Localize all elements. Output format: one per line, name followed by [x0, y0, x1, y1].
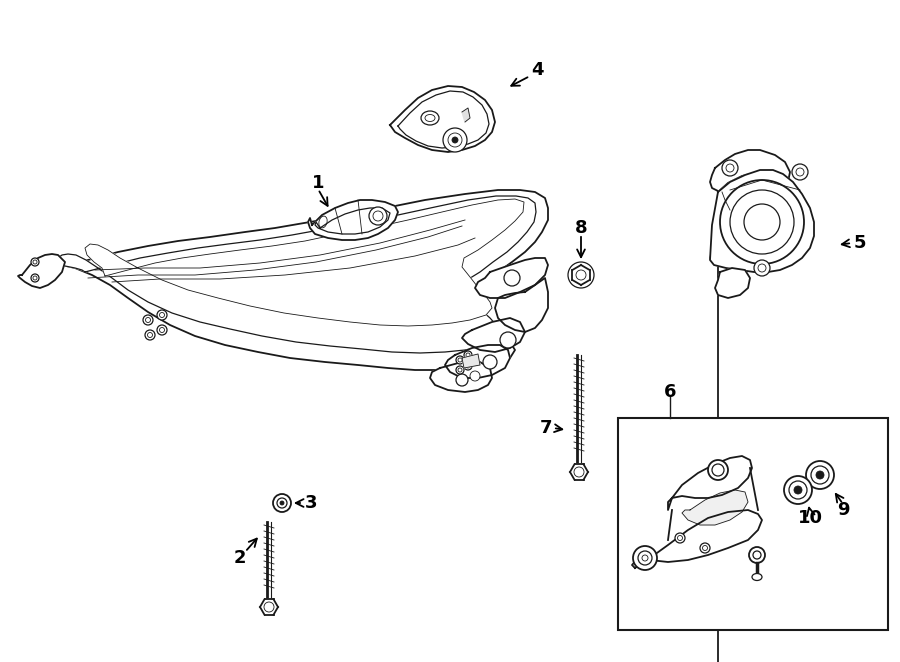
Circle shape — [483, 355, 497, 369]
Circle shape — [157, 325, 167, 335]
Circle shape — [33, 276, 37, 280]
Polygon shape — [462, 108, 470, 122]
Text: 4: 4 — [531, 61, 544, 79]
Circle shape — [789, 481, 807, 499]
Polygon shape — [85, 199, 524, 326]
Circle shape — [159, 312, 165, 318]
Circle shape — [712, 464, 724, 476]
Circle shape — [753, 551, 761, 559]
Circle shape — [466, 364, 470, 368]
Circle shape — [280, 501, 284, 505]
Circle shape — [500, 332, 516, 348]
Circle shape — [277, 498, 287, 508]
Circle shape — [678, 536, 682, 540]
Circle shape — [458, 368, 462, 372]
Polygon shape — [315, 208, 390, 234]
Circle shape — [703, 545, 707, 551]
Circle shape — [722, 160, 738, 176]
Circle shape — [464, 362, 472, 370]
Polygon shape — [398, 91, 489, 148]
Circle shape — [811, 466, 829, 484]
Circle shape — [633, 546, 657, 570]
Text: 8: 8 — [575, 219, 588, 237]
Circle shape — [796, 168, 804, 176]
Circle shape — [730, 190, 794, 254]
Circle shape — [456, 356, 464, 364]
Polygon shape — [668, 456, 752, 510]
Circle shape — [159, 328, 165, 332]
Circle shape — [754, 260, 770, 276]
Circle shape — [642, 555, 648, 561]
Circle shape — [784, 476, 812, 504]
Circle shape — [466, 353, 470, 357]
Circle shape — [806, 461, 834, 489]
Polygon shape — [632, 510, 762, 568]
Text: 10: 10 — [797, 509, 823, 527]
Circle shape — [148, 332, 152, 338]
Polygon shape — [495, 278, 548, 332]
Circle shape — [443, 128, 467, 152]
Polygon shape — [260, 599, 278, 615]
Polygon shape — [710, 170, 814, 272]
Circle shape — [273, 494, 291, 512]
Circle shape — [369, 207, 387, 225]
Text: 2: 2 — [234, 549, 247, 567]
Text: 1: 1 — [311, 174, 324, 192]
Circle shape — [145, 330, 155, 340]
Circle shape — [146, 318, 150, 322]
Text: 6: 6 — [664, 383, 676, 401]
Circle shape — [504, 270, 520, 286]
Circle shape — [448, 133, 462, 147]
Text: 5: 5 — [854, 234, 866, 252]
Circle shape — [749, 547, 765, 563]
Circle shape — [638, 551, 652, 565]
Polygon shape — [462, 318, 525, 352]
Ellipse shape — [752, 573, 762, 581]
Polygon shape — [475, 258, 548, 298]
Text: 3: 3 — [305, 494, 318, 512]
Circle shape — [456, 366, 464, 374]
Circle shape — [794, 486, 802, 494]
Polygon shape — [570, 464, 588, 480]
Circle shape — [700, 543, 710, 553]
Circle shape — [675, 533, 685, 543]
Circle shape — [452, 137, 458, 143]
Circle shape — [726, 164, 734, 172]
Circle shape — [744, 204, 780, 240]
Polygon shape — [682, 490, 748, 525]
Circle shape — [31, 274, 39, 282]
Polygon shape — [710, 172, 812, 270]
Polygon shape — [430, 362, 492, 392]
Text: 7: 7 — [540, 419, 553, 437]
Polygon shape — [462, 354, 480, 368]
Polygon shape — [58, 196, 536, 353]
Ellipse shape — [421, 111, 439, 125]
Circle shape — [816, 471, 824, 479]
Circle shape — [31, 258, 39, 266]
Circle shape — [708, 460, 728, 480]
Polygon shape — [308, 200, 398, 240]
Circle shape — [464, 351, 472, 359]
Circle shape — [758, 264, 766, 272]
Circle shape — [792, 164, 808, 180]
Polygon shape — [710, 150, 790, 196]
Circle shape — [470, 371, 480, 381]
Bar — [618, 418, 888, 630]
Circle shape — [458, 358, 462, 362]
Circle shape — [456, 374, 468, 386]
Polygon shape — [42, 190, 548, 370]
Circle shape — [143, 315, 153, 325]
Text: 9: 9 — [837, 501, 850, 519]
Polygon shape — [715, 268, 750, 298]
Circle shape — [720, 180, 804, 264]
Polygon shape — [18, 254, 65, 288]
Circle shape — [157, 310, 167, 320]
Circle shape — [33, 260, 37, 264]
Polygon shape — [445, 345, 510, 378]
Circle shape — [373, 211, 383, 221]
Polygon shape — [390, 86, 495, 152]
